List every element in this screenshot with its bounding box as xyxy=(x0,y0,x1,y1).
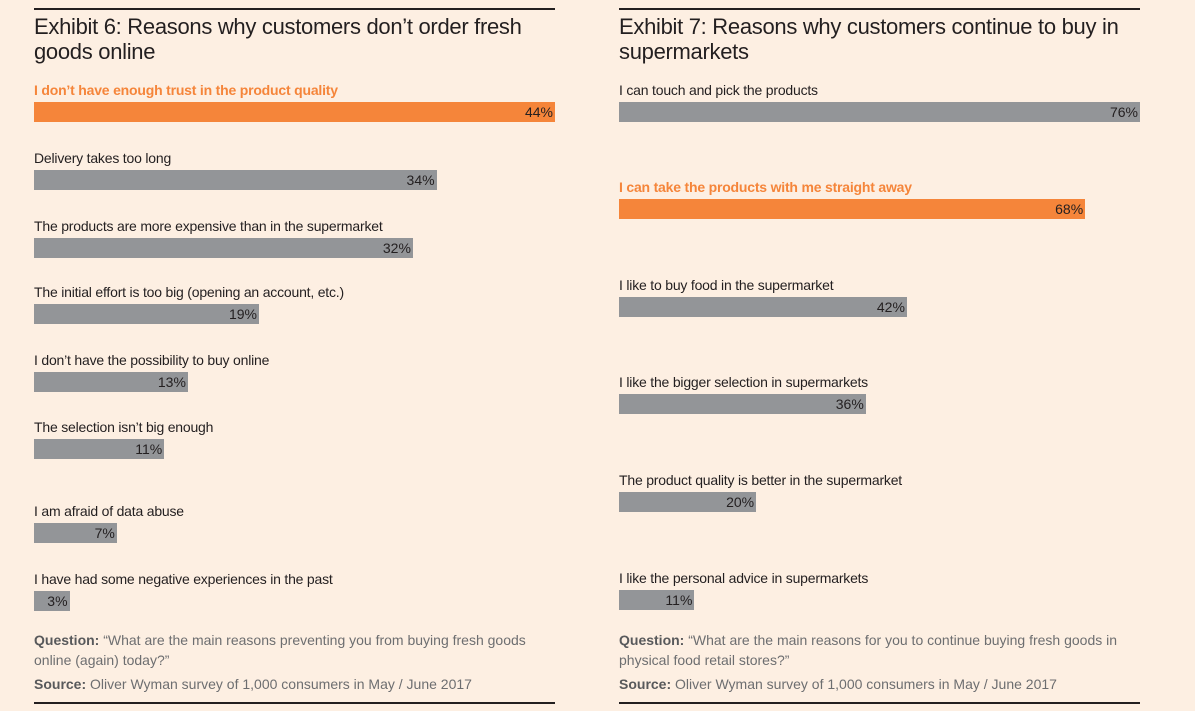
bar-label: I have had some negative experiences in … xyxy=(34,571,333,587)
chart-title: Exhibit 6: Reasons why customers don’t o… xyxy=(34,14,522,64)
bar-label: I like the bigger selection in supermark… xyxy=(619,374,868,390)
question-text: “What are the main reasons for you to co… xyxy=(619,632,1118,668)
bar: 11% xyxy=(34,439,165,459)
question-note: Question: “What are the main reasons pre… xyxy=(34,630,555,670)
exhibit-7-chart: Exhibit 7: Reasons why customers continu… xyxy=(619,0,1140,711)
bar: 76% xyxy=(619,102,1140,122)
bar-label: The product quality is better in the sup… xyxy=(619,472,902,488)
source-note: Source: Oliver Wyman survey of 1,000 con… xyxy=(34,674,555,694)
top-rule xyxy=(619,8,1140,10)
bar-value-label: 32% xyxy=(382,240,411,256)
bar-label: I don’t have the possibility to buy onli… xyxy=(34,352,270,368)
bar-label: The initial effort is too big (opening a… xyxy=(34,284,344,300)
bar-value-label: 34% xyxy=(406,172,435,188)
bar-value-label: 76% xyxy=(1109,104,1138,120)
bar-label: The selection isn’t big enough xyxy=(34,419,214,435)
bar: 42% xyxy=(619,297,907,317)
source-label: Source: xyxy=(619,676,672,692)
bar-label: The products are more expensive than in … xyxy=(34,218,383,234)
bar: 19% xyxy=(34,304,259,324)
bar-label: I am afraid of data abuse xyxy=(34,503,184,519)
source-text: Oliver Wyman survey of 1,000 consumers i… xyxy=(675,676,1057,692)
bar-label: I like the personal advice in supermarke… xyxy=(619,570,869,586)
source-label: Source: xyxy=(34,676,87,692)
source-text: Oliver Wyman survey of 1,000 consumers i… xyxy=(90,676,472,692)
bar-value-label: 36% xyxy=(835,396,864,412)
exhibit-6-chart: Exhibit 6: Reasons why customers don’t o… xyxy=(34,0,555,711)
bar-label: Delivery takes too long xyxy=(34,150,172,166)
chart-title: Exhibit 7: Reasons why customers continu… xyxy=(619,14,1119,64)
bar-value-label: 13% xyxy=(157,374,186,390)
bar-value-label: 20% xyxy=(726,494,755,510)
bar: 7% xyxy=(34,523,117,543)
source-note: Source: Oliver Wyman survey of 1,000 con… xyxy=(619,674,1140,694)
question-note: Question: “What are the main reasons for… xyxy=(619,630,1140,670)
bar: 68% xyxy=(619,199,1086,219)
question-label: Question: xyxy=(619,632,685,648)
bottom-rule xyxy=(619,702,1140,704)
bar: 44% xyxy=(34,102,555,122)
question-text: “What are the main reasons preventing yo… xyxy=(34,632,526,668)
bottom-rule xyxy=(34,702,555,704)
bar-label: I don’t have enough trust in the product… xyxy=(34,82,338,98)
bar-value-label: 11% xyxy=(135,441,163,457)
bar-value-label: 68% xyxy=(1055,201,1084,217)
bar: 20% xyxy=(619,492,757,512)
top-rule xyxy=(34,8,555,10)
bar: 36% xyxy=(619,394,866,414)
bar-label: I can touch and pick the products xyxy=(619,82,818,98)
bar-value-label: 42% xyxy=(876,299,905,315)
bar-value-label: 7% xyxy=(94,525,115,541)
bar-value-label: 11% xyxy=(665,592,693,608)
bar: 32% xyxy=(34,238,413,258)
bar: 3% xyxy=(34,591,70,611)
bar: 11% xyxy=(619,590,695,610)
bar-value-label: 3% xyxy=(47,593,68,609)
bar-label: I can take the products with me straight… xyxy=(619,179,912,195)
bar: 13% xyxy=(34,372,188,392)
question-label: Question: xyxy=(34,632,100,648)
bar: 34% xyxy=(34,170,437,190)
bar-label: I like to buy food in the supermarket xyxy=(619,277,834,293)
bar-value-label: 44% xyxy=(524,104,553,120)
bar-value-label: 19% xyxy=(228,306,257,322)
